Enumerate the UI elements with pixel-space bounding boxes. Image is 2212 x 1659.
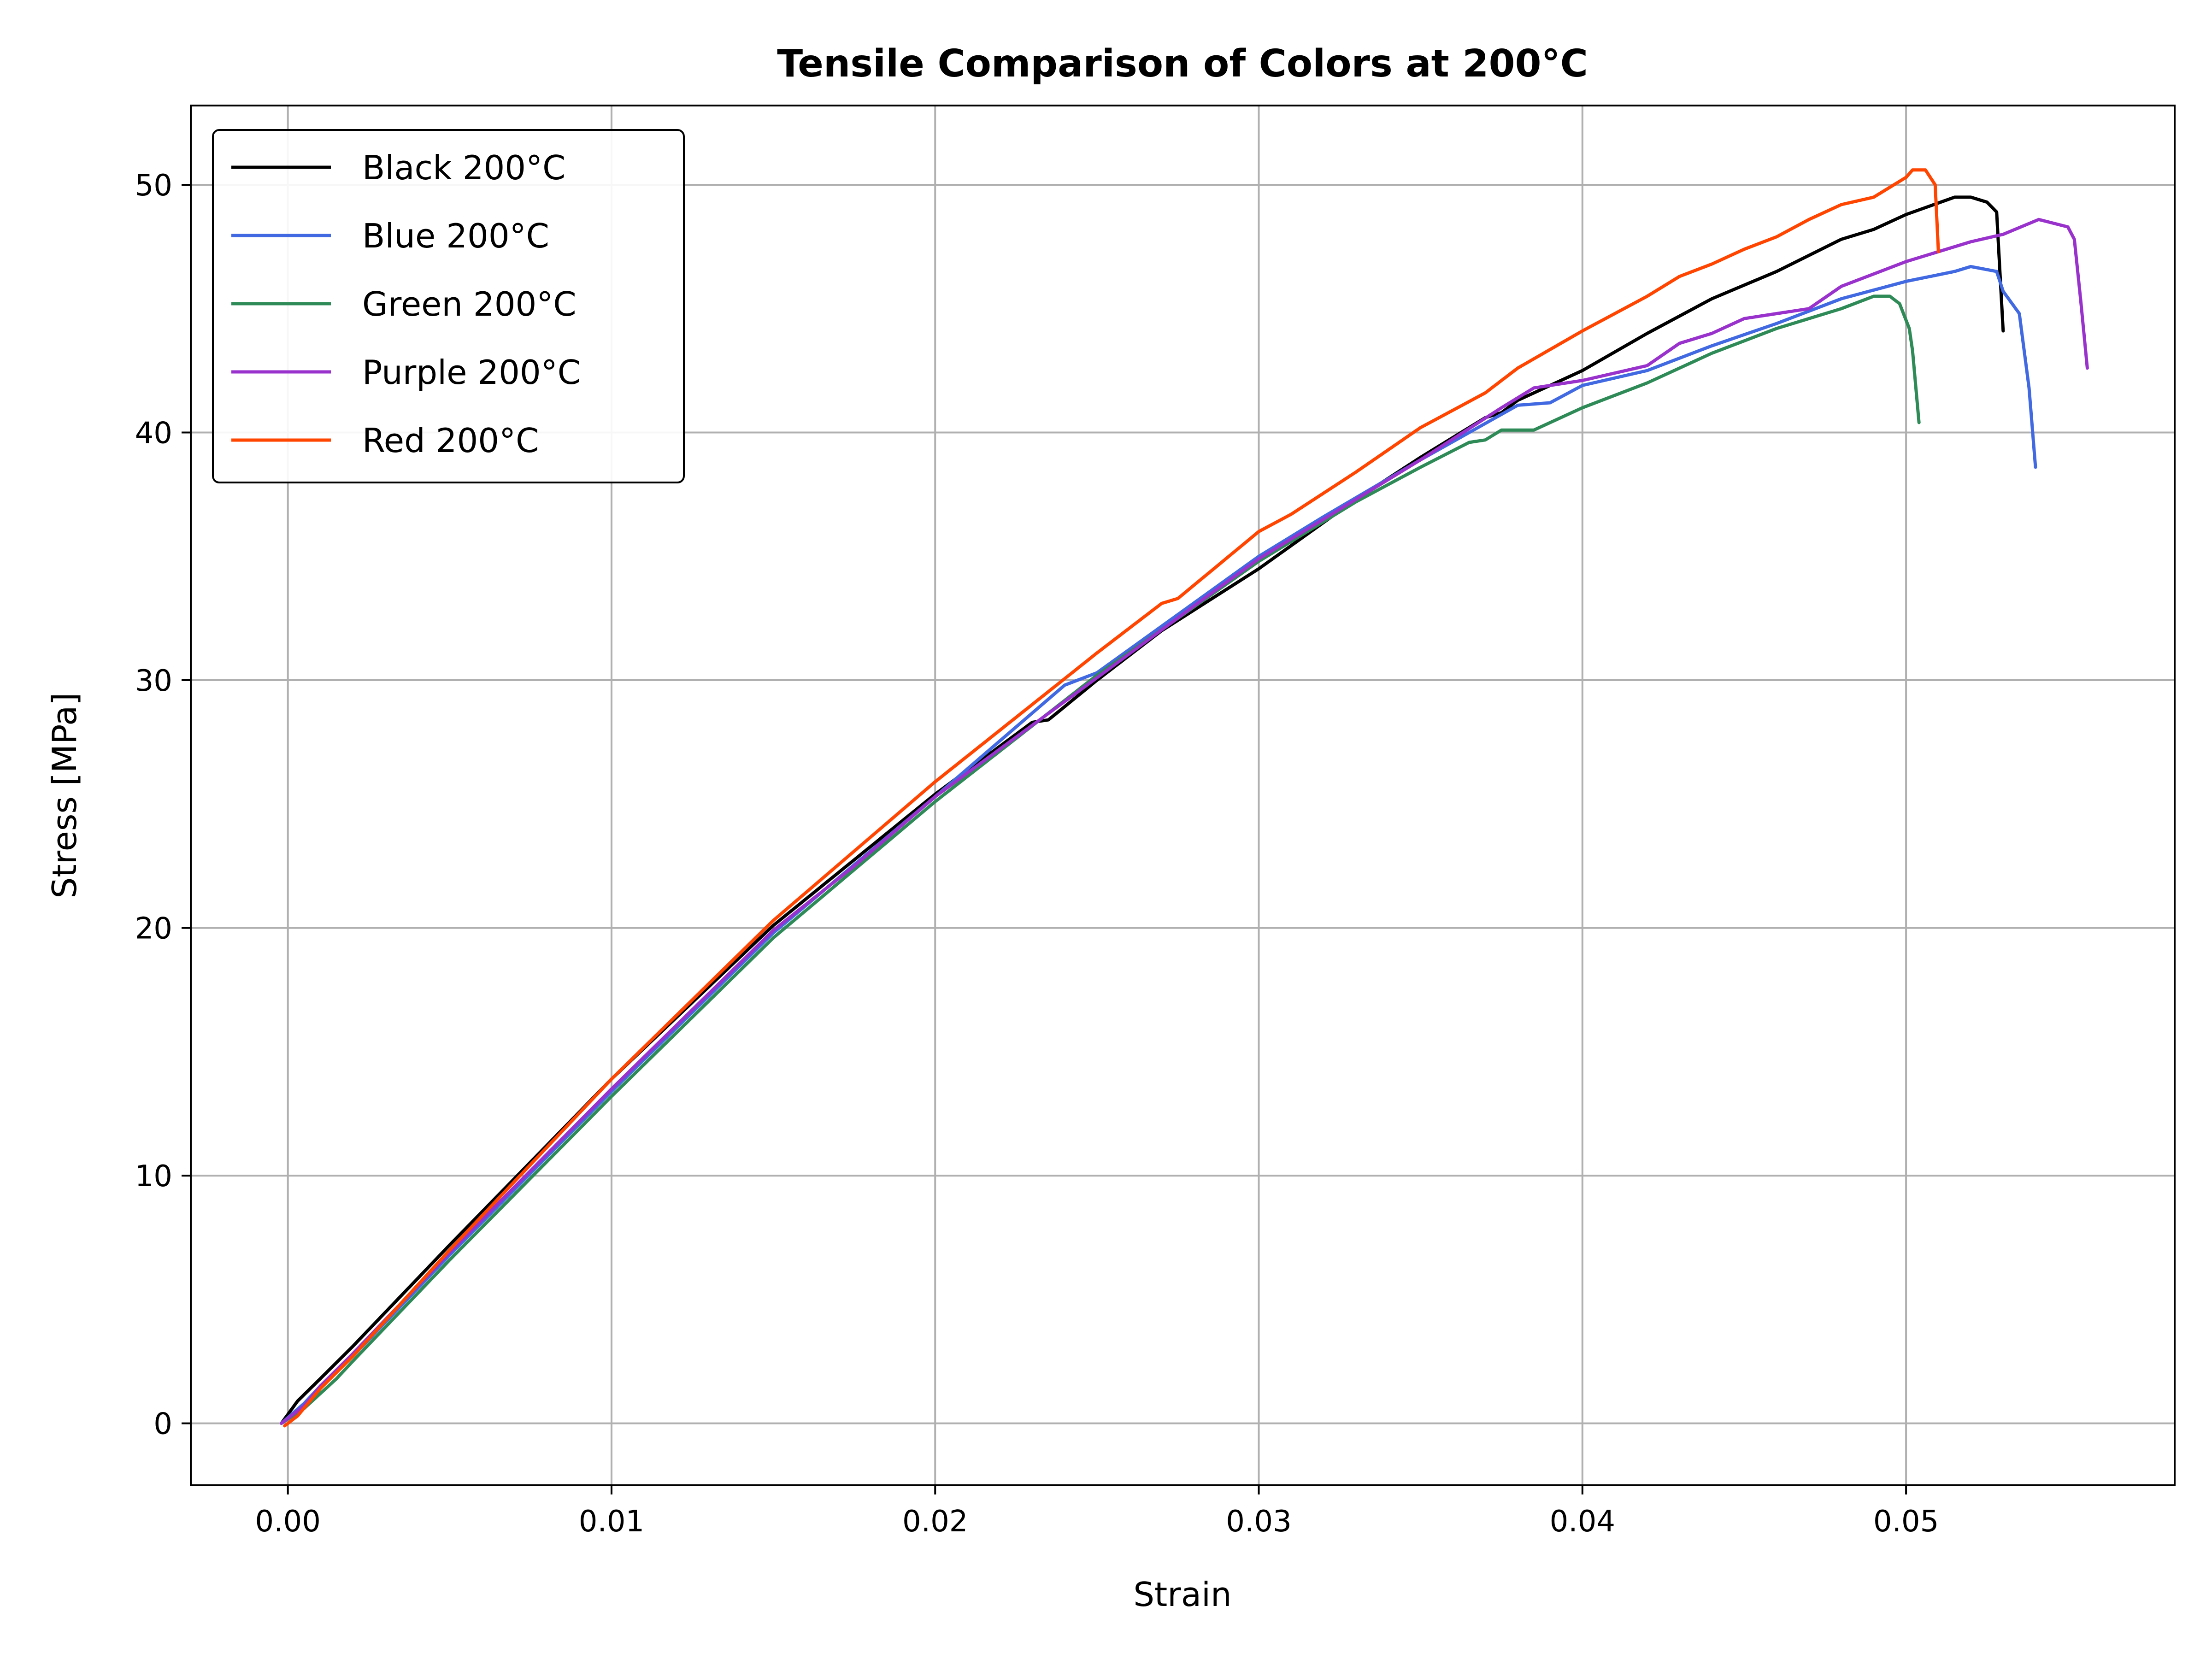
- x-tick-label: 0.01: [579, 1505, 645, 1539]
- legend: Black 200°C Blue 200°C Green 200°C Purple 2…: [212, 129, 685, 483]
- y-tick-label: 40: [135, 417, 172, 451]
- x-tick-label: 0.02: [902, 1505, 968, 1539]
- legend-box: [212, 129, 685, 483]
- legend-label-black: Black 200°C: [362, 148, 565, 187]
- y-tick-label: 10: [135, 1159, 172, 1194]
- series-line-purple: [280, 218, 2089, 1425]
- legend-label-red: Red 200°C: [362, 421, 539, 460]
- y-axis-label: Stress [MPa]: [45, 693, 84, 899]
- legend-label-purple: Purple 200°C: [362, 353, 581, 392]
- x-axis: 0.00 0.01 0.02 0.03 0.04 0.05: [255, 1485, 1939, 1539]
- x-tick-label: 0.00: [255, 1505, 321, 1539]
- series-line-green: [280, 294, 1921, 1425]
- x-axis-label: Strain: [1133, 1575, 1231, 1614]
- x-tick-label: 0.05: [1873, 1505, 1939, 1539]
- series-line-blue: [280, 265, 2037, 1425]
- chart-title: Tensile Comparison of Colors at 200°C: [777, 42, 1588, 86]
- y-tick-label: 20: [135, 912, 172, 946]
- legend-label-green: Green 200°C: [362, 285, 577, 324]
- y-axis: 0 10 20 30 40 50: [135, 169, 191, 1441]
- y-tick-label: 0: [153, 1407, 172, 1441]
- series-line-red: [283, 168, 1940, 1428]
- plot-frame: [190, 105, 2176, 1486]
- y-tick-label: 30: [135, 664, 172, 698]
- series-group: [280, 168, 2089, 1428]
- x-tick-label: 0.03: [1226, 1505, 1292, 1539]
- y-tick-label: 50: [135, 169, 172, 203]
- legend-label-blue: Blue 200°C: [362, 217, 549, 255]
- x-tick-label: 0.04: [1550, 1505, 1616, 1539]
